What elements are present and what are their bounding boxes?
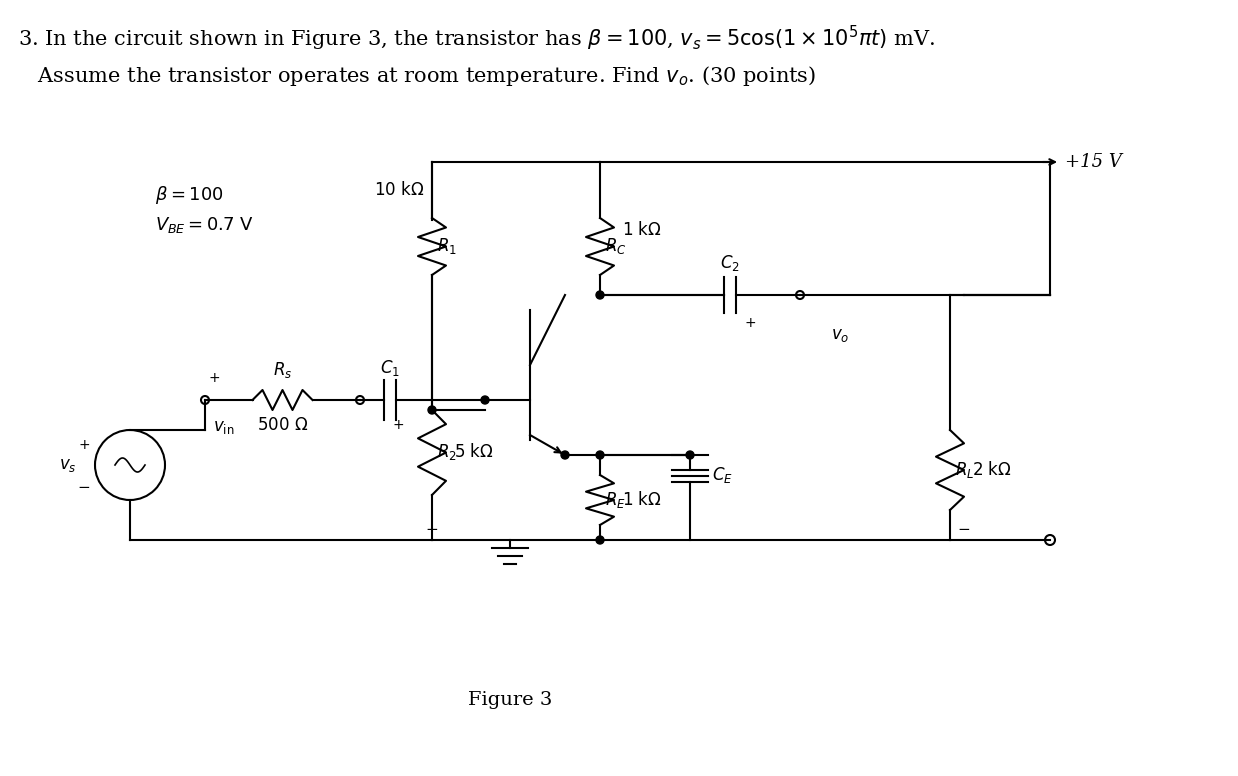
Text: $\beta = 100$: $\beta = 100$ [155, 184, 224, 206]
Text: $R_C$: $R_C$ [605, 236, 626, 256]
Text: $V_{BE} = 0.7\ \mathrm{V}$: $V_{BE} = 0.7\ \mathrm{V}$ [155, 215, 254, 235]
Text: $1\ \mathrm{k\Omega}$: $1\ \mathrm{k\Omega}$ [621, 221, 662, 239]
Text: Assume the transistor operates at room temperature. Find $v_o$. (30 points): Assume the transistor operates at room t… [19, 64, 816, 88]
Text: $R_2$: $R_2$ [437, 442, 457, 462]
Text: $R_s$: $R_s$ [272, 360, 292, 380]
Circle shape [595, 291, 604, 299]
Text: $C_2$: $C_2$ [721, 253, 740, 273]
Circle shape [482, 396, 489, 404]
Circle shape [686, 451, 695, 459]
Text: $5\ \mathrm{k\Omega}$: $5\ \mathrm{k\Omega}$ [454, 443, 494, 461]
Text: $C_E$: $C_E$ [712, 465, 733, 485]
Text: $+$: $+$ [208, 371, 220, 385]
Text: $-$: $-$ [957, 521, 971, 535]
Text: $500\ \Omega$: $500\ \Omega$ [256, 417, 308, 434]
Text: $2\ \mathrm{k\Omega}$: $2\ \mathrm{k\Omega}$ [972, 461, 1011, 479]
Text: $+$: $+$ [392, 418, 404, 432]
Text: $10\ \mathrm{k\Omega}$: $10\ \mathrm{k\Omega}$ [374, 181, 423, 199]
Text: $-$: $-$ [426, 521, 438, 535]
Text: 3. In the circuit shown in Figure 3, the transistor has $\beta = 100$, $v_s = 5\: 3. In the circuit shown in Figure 3, the… [19, 23, 936, 53]
Text: $v_s$: $v_s$ [59, 456, 77, 473]
Circle shape [595, 451, 604, 459]
Circle shape [595, 536, 604, 544]
Text: +15 V: +15 V [1065, 153, 1122, 171]
Text: $1\ \mathrm{k\Omega}$: $1\ \mathrm{k\Omega}$ [621, 491, 662, 509]
Text: Figure 3: Figure 3 [468, 691, 552, 709]
Text: $+$: $+$ [744, 316, 756, 330]
Text: $R_E$: $R_E$ [605, 490, 626, 510]
Text: $+$: $+$ [78, 438, 90, 452]
Circle shape [561, 451, 569, 459]
Text: $R_L$: $R_L$ [954, 460, 974, 480]
Text: $C_1$: $C_1$ [380, 358, 400, 378]
Text: $v_o$: $v_o$ [831, 327, 849, 344]
Text: $v_{\mathrm{in}}$: $v_{\mathrm{in}}$ [213, 420, 234, 436]
Text: $-$: $-$ [77, 477, 90, 493]
Text: $R_1$: $R_1$ [437, 236, 457, 256]
Circle shape [428, 406, 436, 414]
